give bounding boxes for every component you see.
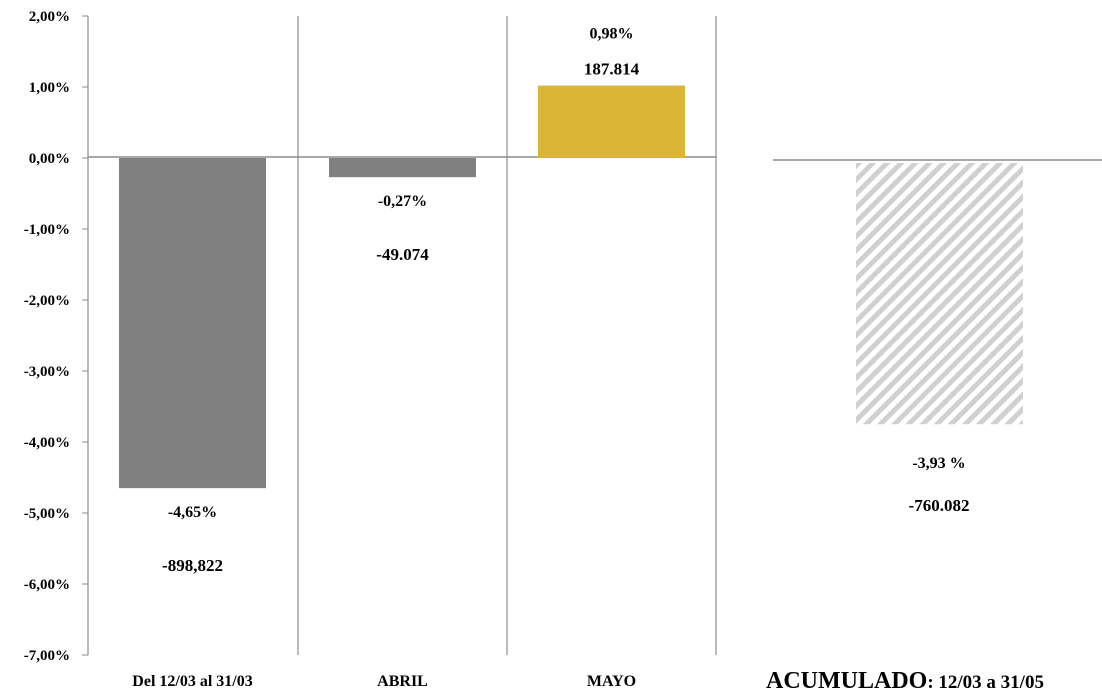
bar-pct-label: 0,98%: [590, 26, 634, 43]
bar: [119, 158, 266, 489]
y-tick-label: -4,00%: [24, 435, 70, 451]
category-label: MAYO: [587, 673, 636, 690]
cumulative-bar: [856, 163, 1023, 425]
bar-pct-label: -0,27%: [378, 193, 427, 210]
cumulative-amount-label: -760.082: [909, 496, 970, 515]
bars: [119, 85, 685, 489]
cumulative-title-range: : 12/03 a 31/05: [927, 672, 1044, 693]
y-tick-label: -7,00%: [24, 648, 70, 664]
y-tick-label: 1,00%: [29, 80, 70, 96]
y-axis: 2,00% 1,00% 0,00% -1,00% -2,00% -3,00% -4,00% -…: [24, 9, 88, 664]
bar: [538, 85, 685, 158]
y-tick-label: 0,00%: [29, 151, 70, 167]
y-tick-label: 2,00%: [29, 9, 70, 25]
cumulative-panel: -3,93 % -760.082 ACUMULADO: 12/03 a 31/0…: [766, 163, 1044, 694]
bar-pct-label: -4,65%: [168, 504, 217, 521]
data-labels: -4,65% -898,822 -0,27% -49.074 0,98% 187.814: [162, 26, 640, 576]
y-tick-label: -5,00%: [24, 506, 70, 522]
x-axis: Del 12/03 al 31/03 ABRIL MAYO: [132, 673, 636, 690]
cumulative-title-main: ACUMULADO: [766, 668, 927, 694]
y-tick-label: -2,00%: [24, 293, 70, 309]
category-label: Del 12/03 al 31/03: [132, 673, 252, 690]
bar-amount-label: -898,822: [162, 556, 223, 575]
bar-amount-label: 187.814: [584, 60, 640, 79]
y-tick-label: -1,00%: [24, 222, 70, 238]
y-tick-label: -6,00%: [24, 577, 70, 593]
bar: [329, 158, 476, 178]
y-tick-label: -3,00%: [24, 364, 70, 380]
cumulative-pct-label: -3,93 %: [912, 455, 965, 472]
bar-amount-label: -49.074: [376, 245, 429, 264]
cumulative-title: ACUMULADO: 12/03 a 31/05: [766, 668, 1044, 694]
category-label: ABRIL: [377, 673, 428, 690]
